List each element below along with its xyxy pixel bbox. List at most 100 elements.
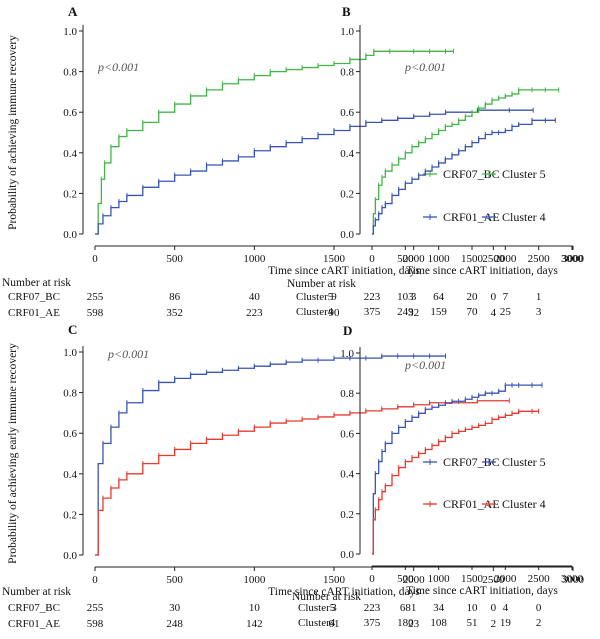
panel-d-risk-value: 19: [500, 617, 512, 629]
panel-d-risk-label: Cluster4: [298, 617, 336, 629]
panel-c-risk-value: 30: [169, 602, 181, 614]
panel-c-x-tick-label: 1000: [243, 574, 266, 586]
panel-b-risk-value: 159: [430, 306, 447, 318]
panel-d-risk-value: 223: [364, 602, 381, 614]
panel-b-risk-value: 249: [397, 306, 414, 318]
panel-b-risk-value: 20: [467, 291, 479, 303]
panel-d-risk-value: 2: [536, 617, 542, 629]
panel-d-risk-label: Cluster5: [298, 602, 336, 614]
panel-a-risk-value: 9: [331, 291, 337, 303]
panel-d-legend-label: Cluster 5: [502, 455, 546, 469]
panel-d-y-tick-label: 0.4: [340, 469, 354, 481]
panel-b-risk-value: 70: [467, 306, 479, 318]
panel-c-legend-label: CRF07_BC: [443, 455, 500, 469]
panel-b-y-tick-label: 0.0: [340, 229, 354, 241]
panel-b-y-tick-label: 0.2: [340, 188, 354, 200]
panel-b-letter: B: [342, 4, 351, 19]
panel-b-series-0-line: [372, 89, 559, 235]
panel-a-y-tick-label: 0.4: [63, 148, 77, 160]
panel-d-x-tick-label: 0: [369, 573, 375, 585]
panel-b-y-tick-label: 0.6: [340, 107, 354, 119]
panel-a-letter: A: [68, 4, 78, 19]
panel-a-y-tick-label: 0.8: [63, 67, 77, 79]
panel-b-y-tick-label: 1.0: [340, 26, 354, 38]
panel-a-y-tick-label: 1.0: [63, 26, 77, 38]
panel-d-risk-value: 375: [364, 617, 381, 629]
panel-d-x-label: Time since cART initiation, days: [406, 585, 558, 597]
panel-b-risk-value: 25: [500, 306, 512, 318]
panel-c-y-tick-label: 0.8: [63, 388, 77, 400]
panel-a-risk-value: 4: [491, 307, 497, 319]
panel-c-risk-value: 23: [408, 618, 420, 630]
panel-c-risk-value: 61: [329, 618, 340, 630]
panel-c-letter: C: [68, 322, 77, 337]
panel-c-risk-value: 2: [491, 618, 497, 630]
panel-c-risk-value: 142: [246, 618, 263, 630]
panel-b-x-label: Time since cART initiation, days: [406, 265, 558, 277]
panel-d-risk-value: 68: [400, 602, 412, 614]
panel-a-y-tick-label: 0.0: [63, 229, 77, 241]
panel-d-x-tick-label: 500: [397, 573, 414, 585]
panel-a-series-0-line: [95, 50, 454, 235]
panel-c-risk-value: 255: [87, 602, 104, 614]
panel-d-letter: D: [343, 323, 352, 338]
panel-c-y-tick-label: 0.0: [63, 550, 77, 562]
panel-d-risk-value: 34: [433, 602, 445, 614]
panel-a-risk-value: 223: [246, 307, 263, 319]
panel-a-risk-value: 90: [329, 307, 341, 319]
panel-d-risk-value: 51: [467, 617, 478, 629]
panel-b-risk-title: Number at risk: [287, 278, 356, 290]
panel-b-y-tick-label: 0.8: [340, 67, 354, 79]
panel-a-risk-title: Number at risk: [2, 277, 71, 289]
panel-c-series-0-line: [95, 355, 446, 556]
panel-d-y-tick-label: 0.8: [340, 388, 354, 400]
panel-c-y-tick-label: 0.4: [63, 469, 77, 481]
panel-b-risk-value: 1: [536, 291, 542, 303]
panel-a-x-tick-label: 1000: [243, 253, 266, 265]
panel-d-series-0-line: [372, 384, 542, 555]
panel-a-risk-label: CRF01_AE: [8, 307, 60, 319]
panel-a-risk-value: 86: [169, 291, 181, 303]
panel-b-x-tick-label: 1000: [428, 253, 451, 265]
panel-c-risk-value: 1: [411, 602, 417, 614]
panel-c-y-tick-label: 0.6: [63, 428, 77, 440]
panel-d-risk-value: 108: [430, 617, 447, 629]
panel-c-y-label: Probability of achieving early immune re…: [7, 343, 19, 564]
panel-b-y-tick-label: 0.4: [340, 148, 354, 160]
panel-a-y-tick-label: 0.6: [63, 107, 77, 119]
panel-a-legend-label: CRF07_BC: [443, 167, 500, 181]
panel-d-y-tick-label: 0.6: [340, 428, 354, 440]
panel-c-x-tick-label: 1500: [323, 574, 346, 586]
panel-a-x-tick-label: 2500: [482, 253, 505, 265]
panel-d-p-value: p<0.001: [404, 358, 446, 372]
panel-b-risk-value: 375: [364, 306, 381, 318]
panel-a-legend-label: CRF01_AE: [443, 210, 500, 224]
panel-a-risk-value: 255: [87, 291, 104, 303]
panel-a-x-tick-label: 2000: [403, 253, 426, 265]
panel-c-x-tick-label: 0: [92, 574, 98, 586]
panel-a-x-tick-label: 3000: [562, 253, 585, 265]
panel-d-x-tick-label: 2500: [528, 573, 551, 585]
panel-c-x-tick-label: 500: [166, 574, 183, 586]
panel-d-legend-label: Cluster 4: [502, 497, 546, 511]
panel-a-risk-value: 0: [491, 291, 497, 303]
panel-b-risk-value: 7: [503, 291, 509, 303]
panel-c-x-tick-label: 2000: [403, 574, 426, 586]
panel-b-risk-value: 3: [536, 306, 542, 318]
panel-d-x-tick-label: 1500: [461, 573, 484, 585]
panel-c-x-tick-label: 2500: [482, 574, 505, 586]
panel-b-risk-value: 64: [433, 291, 445, 303]
panel-c-series-1-line: [95, 400, 510, 556]
panel-d-risk-title: Number at risk: [292, 591, 361, 603]
panel-d-x-tick-label: 2000: [494, 573, 517, 585]
panel-d-risk-value: 0: [536, 602, 542, 614]
panel-b-legend-label: Cluster 5: [502, 167, 546, 181]
panel-c-risk-value: 0: [491, 602, 497, 614]
panel-d-series-1-line: [372, 410, 539, 555]
panel-a-y-label: Probability of achieving immune recovery: [7, 35, 19, 230]
panel-c-risk-value: 598: [87, 618, 104, 630]
panel-c-x-tick-label: 3000: [562, 574, 585, 586]
panel-c-x-label: Time since cART initiation, days: [268, 586, 420, 598]
panel-a-risk-label: CRF07_BC: [8, 291, 60, 303]
